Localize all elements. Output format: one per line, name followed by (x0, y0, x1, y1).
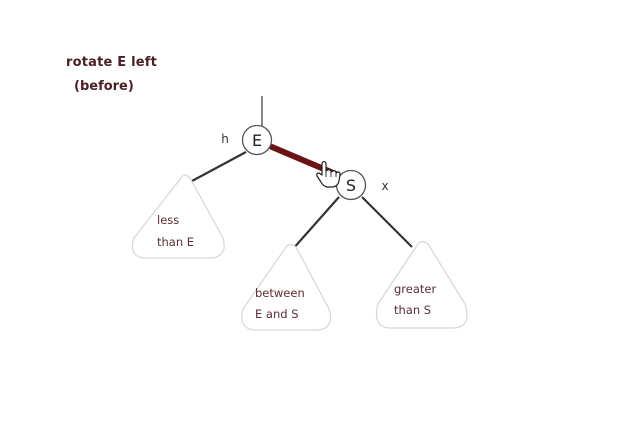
subtree-right-line2: than S (394, 303, 431, 317)
link-s-right (362, 197, 412, 247)
node-e-label: E (252, 131, 262, 150)
subtree-left-line1: less (157, 213, 179, 227)
subtree-left-line2: than E (157, 235, 194, 249)
subtree-middle-line2: E and S (255, 307, 299, 321)
link-e-left (192, 152, 246, 181)
subtree-right-line1: greater (394, 282, 436, 296)
link-s-middle (292, 197, 339, 250)
subtree-middle-line1: between (255, 286, 305, 300)
node-s-label: S (346, 176, 356, 195)
pointer-h-label: h (221, 132, 229, 146)
pointer-x-label: x (381, 179, 388, 193)
